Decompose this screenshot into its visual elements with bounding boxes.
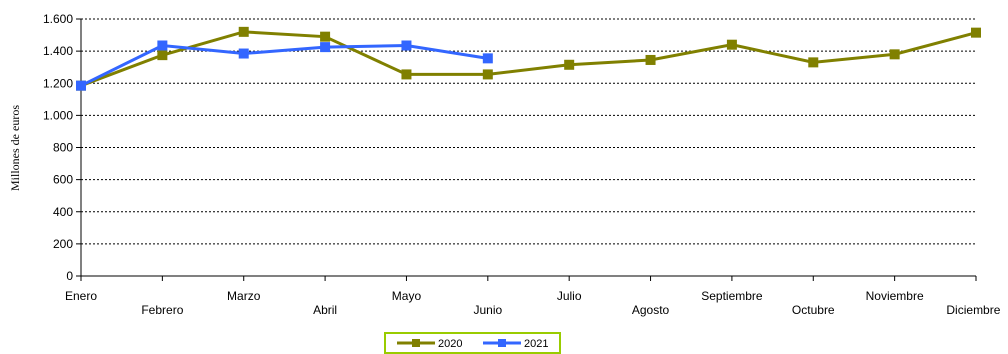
series-line-2021 [80,43,489,88]
legend-marker-2020 [412,339,420,347]
y-tick-labels: 0 200 400 600 800 1.000 1.200 1.400 1.600 [43,12,73,283]
x-tick-label: Enero [65,289,97,303]
y-tick-label: 200 [53,237,73,251]
data-point-2020 [320,31,331,42]
x-tick-label: Septiembre [701,289,763,303]
legend-box [384,332,561,354]
data-point-2020 [889,49,900,60]
series-lines [76,26,981,91]
data-point-2020 [726,39,737,50]
data-point-2020 [238,26,249,37]
data-point-2020 [564,59,575,70]
legend: 2020 2021 [384,332,561,354]
x-tick-label: Julio [557,289,582,303]
y-tick-label: 0 [66,269,73,283]
data-point-2020 [971,27,981,38]
series-line-2020 [80,30,977,88]
data-point-2021 [157,40,168,51]
x-tick-label: Marzo [227,289,261,303]
data-point-2021 [320,42,331,53]
legend-marker-2021 [498,339,506,347]
data-point-2021 [238,48,249,59]
legend-label-2021: 2021 [524,338,548,350]
x-tick-label: Abril [313,303,337,317]
y-tick-label: 400 [53,205,73,219]
x-tick-label: Octubre [792,303,835,317]
data-point-2021 [76,80,86,91]
y-tick-label: 600 [53,173,73,187]
gridlines [81,18,976,245]
y-tick-label: 1.200 [43,76,73,90]
y-tick-label: 1.400 [43,44,73,58]
data-point-2020 [645,54,656,65]
legend-label-2020: 2020 [438,338,462,350]
y-tick-label: 800 [53,141,73,155]
y-axis-label: Millones de euros [8,105,22,191]
axes [76,18,977,281]
x-tick-label: Diciembre [946,303,1000,317]
x-tick-label: Agosto [632,303,670,317]
data-point-2020 [157,50,168,61]
data-point-2021 [401,40,412,51]
y-tick-label: 1.600 [43,12,73,26]
x-tick-label: Junio [473,303,502,317]
x-tick-label: Mayo [392,289,422,303]
data-point-2020 [482,69,493,80]
x-tick-labels: Enero Febrero Marzo Abril Mayo Junio Julio Agos… [65,289,1001,317]
y-tick-label: 1.000 [43,108,73,122]
x-tick-label: Febrero [141,303,183,317]
data-point-2020 [401,69,412,80]
data-point-2020 [808,57,819,68]
data-point-2021 [482,53,493,64]
x-tick-label: Noviembre [866,289,924,303]
